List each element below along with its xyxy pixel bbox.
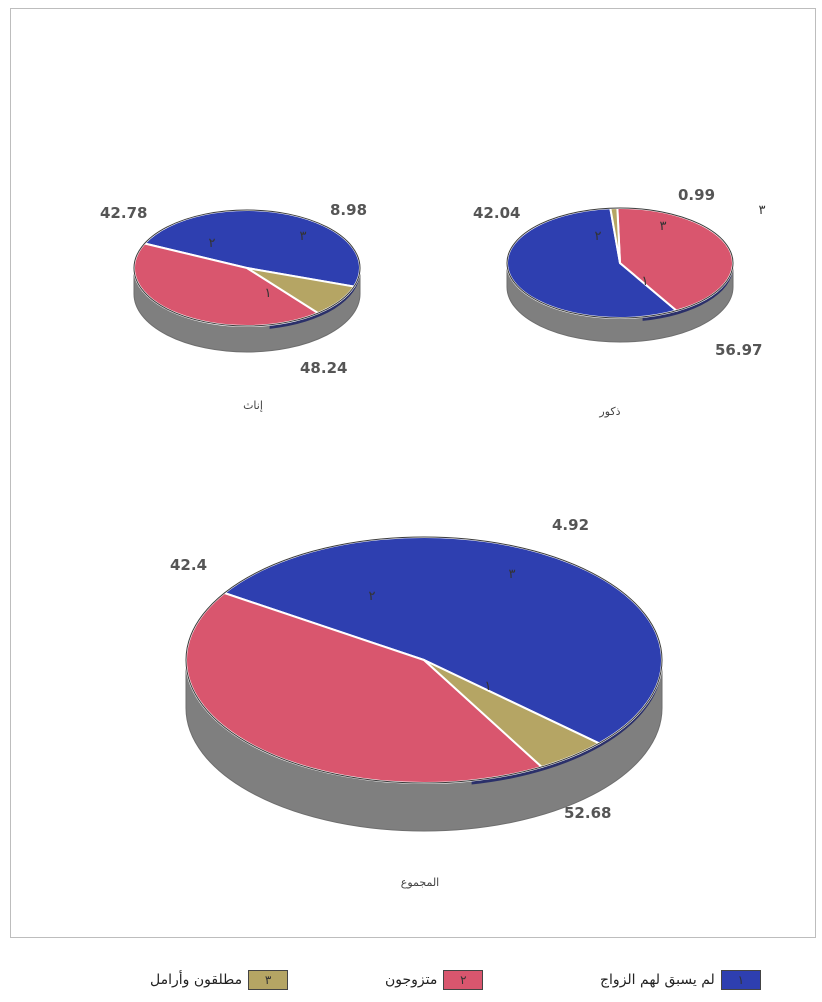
legend-label-never-married: لم يسبق لهم الزواج	[600, 972, 715, 988]
legend-item-divorced-widowed: ٣ مطلقون وأرامل	[150, 970, 289, 990]
pie-female-marker-married: ٢	[209, 236, 216, 251]
pie-male-marker-divorced-widowed: ٣	[660, 219, 667, 234]
pie-total-outline	[185, 536, 663, 784]
pie-female-rim	[269, 268, 360, 329]
pie-male-corner-mark: ٣	[759, 203, 766, 218]
pie-male-rim	[642, 263, 733, 321]
pie-male: 56.97 ١ 42.04 ٢ 0.99 ٣ ذكور ٣	[473, 186, 766, 418]
legend-label-married: متزوجون	[385, 972, 438, 988]
pie-female-title: إناث	[243, 399, 263, 412]
legend-swatch-never-married: ١	[720, 970, 761, 990]
pie-female: 48.24 ١ 42.78 ٢ 8.98 ٣ إناث	[100, 201, 367, 412]
pie-female-outline	[133, 209, 361, 327]
pie-female-value-married: 42.78	[100, 204, 147, 222]
pie-male-marker-never-married: ١	[642, 274, 649, 289]
legend-item-never-married: ١ لم يسبق لهم الزواج	[600, 970, 761, 990]
pie-total-rim	[471, 660, 662, 785]
pie-total: 52.68 ١ 42.4 ٢ 4.92 ٣ المجموع	[170, 516, 663, 889]
pie-total-marker-married: ٢	[369, 589, 376, 604]
pie-total-marker-never-married: ١	[485, 679, 492, 694]
pie-female-marker-never-married: ١	[265, 286, 272, 301]
legend-swatch-married: ٢	[443, 970, 484, 990]
legend-swatch-divorced-widowed: ٣	[248, 970, 289, 990]
legend-item-married: ٢ متزوجون	[385, 970, 484, 990]
pie-total-value-married: 42.4	[170, 556, 207, 574]
pie-total-value-divorced-widowed: 4.92	[552, 516, 589, 534]
pie-male-marker-married: ٢	[595, 229, 602, 244]
pie-male-outline	[506, 207, 734, 319]
pie-female-value-divorced-widowed: 8.98	[330, 201, 367, 219]
legend-label-divorced-widowed: مطلقون وأرامل	[150, 972, 243, 988]
pie-total-title: المجموع	[401, 876, 439, 889]
pie-male-value-divorced-widowed: 0.99	[678, 186, 715, 204]
pie-total-value-never-married: 52.68	[564, 804, 611, 822]
chart-frame	[10, 8, 816, 938]
pie-male-value-never-married: 56.97	[715, 341, 762, 359]
legend: ١ لم يسبق لهم الزواج ٢ متزوجون ٣ مطلقون …	[0, 962, 822, 998]
pie-female-value-never-married: 48.24	[300, 359, 347, 377]
pie-male-value-married: 42.04	[473, 204, 520, 222]
pie-female-marker-divorced-widowed: ٣	[300, 229, 307, 244]
pie-total-marker-divorced-widowed: ٣	[509, 567, 516, 582]
pie-male-title: ذكور	[598, 405, 620, 418]
